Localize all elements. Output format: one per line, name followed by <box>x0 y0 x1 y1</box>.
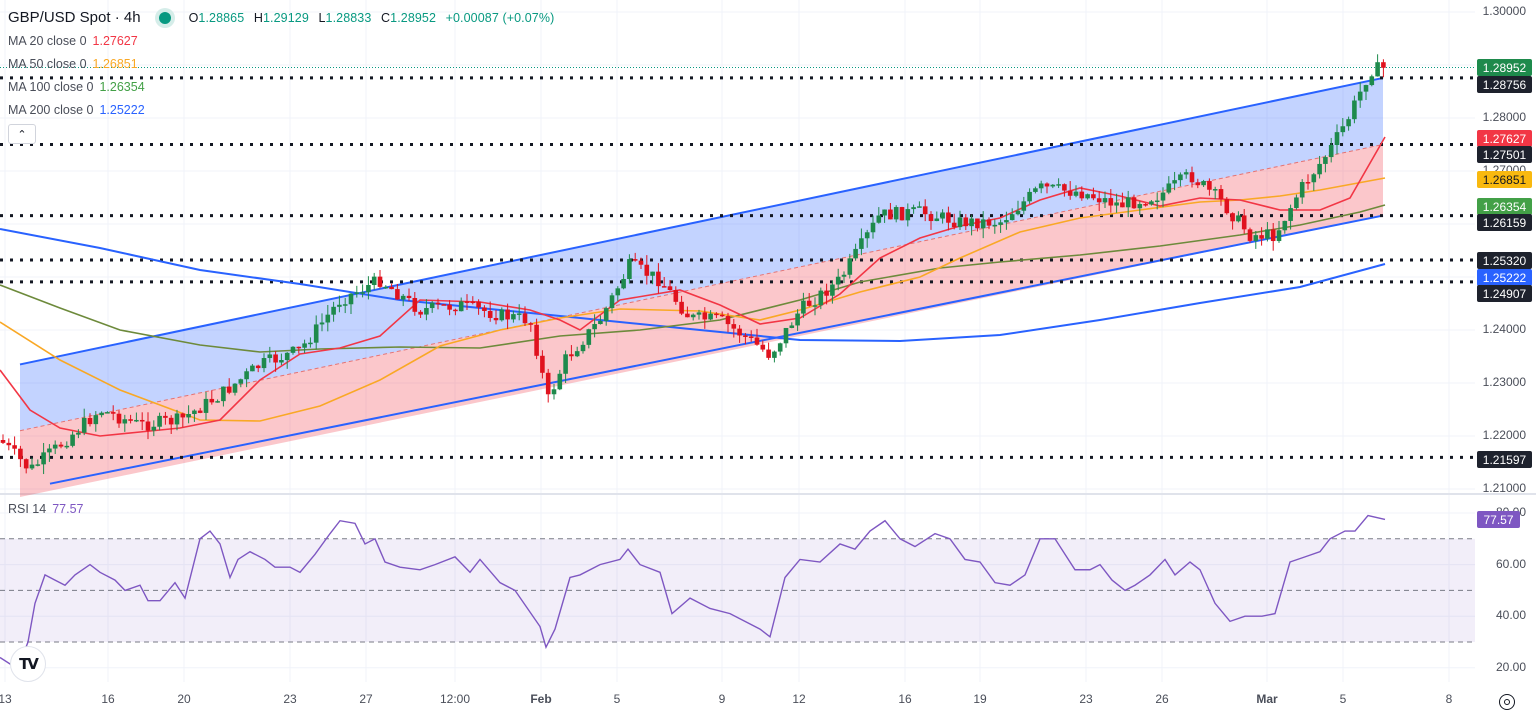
rsi-axis-label: 20.00 <box>1495 659 1526 674</box>
price-axis-label: 1.24000 <box>1482 322 1526 336</box>
ohlc-values: O1.28865 H1.29129 L1.28833 C1.28952 +0.0… <box>189 11 555 25</box>
price-axis-label: 1.22000 <box>1482 428 1526 442</box>
symbol-title[interactable]: GBP/USD Spot · 4h <box>8 9 141 26</box>
indicator-ma200[interactable]: MA 200 close 0 1.25222 <box>8 98 554 121</box>
indicator-label: MA 50 close 0 <box>8 56 87 71</box>
time-axis-label: 12:00 <box>439 692 471 706</box>
indicator-label: MA 20 close 0 <box>8 33 87 48</box>
low-value: 1.28833 <box>325 10 372 25</box>
change-value: +0.00087 (+0.07%) <box>445 10 555 25</box>
collapse-legend-button[interactable]: ⌃ <box>8 124 36 144</box>
indicator-ma50[interactable]: MA 50 close 0 1.26851 <box>8 52 554 75</box>
price-tag: 1.27501 <box>1477 146 1532 163</box>
high-value: 1.29129 <box>263 10 309 25</box>
rsi-axis-label: 40.00 <box>1495 608 1526 623</box>
open-value: 1.28865 <box>198 10 245 25</box>
time-axis-label: 26 <box>1155 692 1169 706</box>
rsi-legend[interactable]: RSI 14 77.57 <box>8 502 84 516</box>
ma50-line[interactable] <box>0 177 1386 422</box>
time-axis-label: 5 <box>1339 692 1347 706</box>
ma200-line[interactable] <box>0 228 1386 343</box>
rsi-value-tag: 77.57 <box>1477 511 1520 529</box>
indicator-value: 1.27627 <box>92 33 138 48</box>
time-axis-label: 19 <box>973 692 987 706</box>
high-label: H <box>253 10 263 25</box>
grid <box>0 0 1475 682</box>
time-axis-label: 20 <box>177 692 191 706</box>
tradingview-logo-icon[interactable]: TV <box>10 646 46 682</box>
time-axis-label: 5 <box>613 692 621 706</box>
close-value: 1.28952 <box>390 10 437 25</box>
indicator-value: 1.25222 <box>99 102 145 117</box>
indicator-ma20[interactable]: MA 20 close 0 1.27627 <box>8 29 554 52</box>
rsi-value: 77.57 <box>52 502 84 516</box>
symbol-row: GBP/USD Spot · 4h O1.28865 H1.29129 L1.2… <box>8 6 554 29</box>
rsi-axis-label: 60.00 <box>1495 556 1526 571</box>
price-axis-label: 1.28000 <box>1482 110 1526 124</box>
chevron-up-icon: ⌃ <box>17 128 27 141</box>
price-tag: 1.24907 <box>1477 285 1532 302</box>
close-label: C <box>381 10 391 25</box>
price-tag: 1.25222 <box>1477 269 1532 286</box>
chart-legend: GBP/USD Spot · 4h O1.28865 H1.29129 L1.2… <box>8 6 554 144</box>
time-axis-label: 16 <box>898 692 912 706</box>
settings-gear-icon[interactable] <box>1499 694 1515 710</box>
rsi-line[interactable] <box>0 514 1386 666</box>
price-axis-label: 1.30000 <box>1482 4 1526 18</box>
price-tag: 1.28952 <box>1477 59 1532 76</box>
price-tag: 1.21597 <box>1477 451 1532 468</box>
time-axis-label: Mar <box>1256 692 1278 706</box>
price-tag: 1.26159 <box>1477 214 1532 231</box>
price-tag: 1.26851 <box>1477 171 1532 188</box>
time-axis-label: 9 <box>718 692 726 706</box>
ma20-line[interactable] <box>0 136 1386 437</box>
ma100-line[interactable] <box>0 204 1386 353</box>
low-label: L <box>318 10 326 25</box>
indicator-value: 1.26354 <box>99 79 145 94</box>
price-tag: 1.25320 <box>1477 252 1532 269</box>
time-axis-label: 12 <box>792 692 806 706</box>
time-axis-label: 13 <box>0 692 12 706</box>
candlesticks[interactable] <box>0 54 1386 475</box>
indicator-label: MA 100 close 0 <box>8 79 94 94</box>
indicator-value: 1.26851 <box>92 56 138 71</box>
time-axis-label: Feb <box>530 692 552 706</box>
time-axis-label: 23 <box>283 692 297 706</box>
open-label: O <box>188 10 199 25</box>
time-axis-label: 16 <box>101 692 115 706</box>
market-status-icon <box>158 11 171 24</box>
price-tag: 1.27627 <box>1477 130 1532 147</box>
time-axis-label: 8 <box>1445 692 1453 706</box>
price-tag: 1.28756 <box>1477 76 1532 93</box>
indicator-label: MA 200 close 0 <box>8 102 94 117</box>
price-axis-label: 1.23000 <box>1482 375 1526 389</box>
indicator-ma100[interactable]: MA 100 close 0 1.26354 <box>8 75 554 98</box>
rsi-label: RSI 14 <box>8 502 47 516</box>
price-axis-label: 1.21000 <box>1482 481 1526 495</box>
time-axis-label: 23 <box>1079 692 1093 706</box>
price-tag: 1.26354 <box>1477 198 1532 215</box>
rsi-pane[interactable] <box>0 514 1475 666</box>
time-axis-label: 27 <box>359 692 373 706</box>
